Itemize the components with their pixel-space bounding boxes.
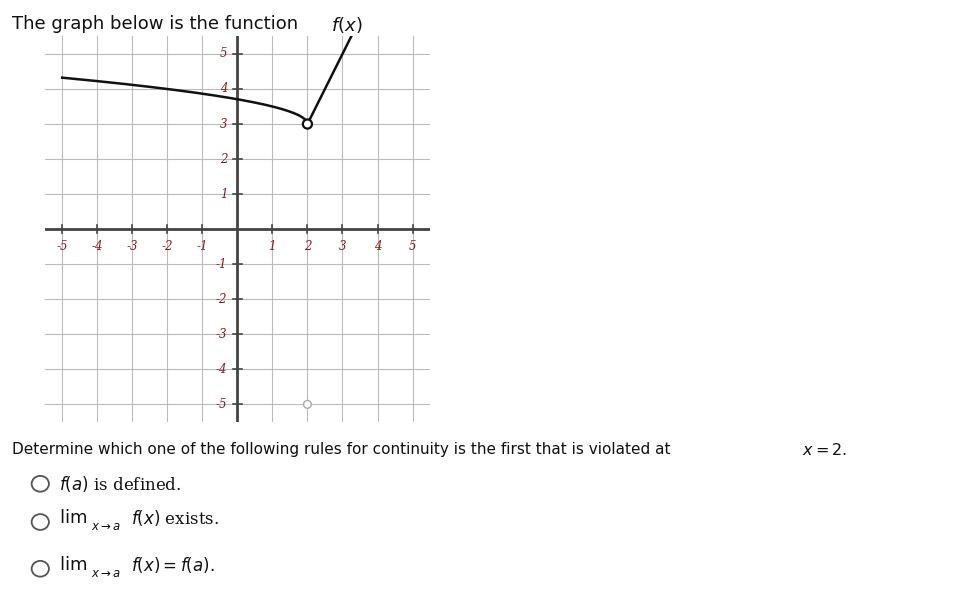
Text: $f(x)$: $f(x)$ bbox=[331, 15, 363, 35]
Text: $\lim$: $\lim$ bbox=[59, 555, 87, 574]
Circle shape bbox=[304, 401, 312, 409]
Text: -5: -5 bbox=[216, 398, 227, 411]
Text: $\lim$: $\lim$ bbox=[59, 509, 87, 527]
Text: -4: -4 bbox=[216, 363, 227, 376]
Text: 2: 2 bbox=[220, 152, 227, 166]
Text: -2: -2 bbox=[216, 293, 227, 306]
Text: 5: 5 bbox=[409, 240, 416, 253]
Text: 4: 4 bbox=[220, 83, 227, 95]
Text: $f(x) = f(a).$: $f(x) = f(a).$ bbox=[131, 555, 215, 574]
Text: Determine which one of the following rules for continuity is the first that is v: Determine which one of the following rul… bbox=[12, 442, 675, 457]
Text: -2: -2 bbox=[161, 240, 173, 253]
Circle shape bbox=[303, 120, 312, 129]
Text: $f(a)$ is defined.: $f(a)$ is defined. bbox=[59, 474, 182, 493]
Text: 3: 3 bbox=[220, 118, 227, 131]
Text: The graph below is the function: The graph below is the function bbox=[12, 15, 303, 33]
Text: $x = 2.$: $x = 2.$ bbox=[802, 442, 847, 459]
Text: 4: 4 bbox=[374, 240, 382, 253]
Text: $x \to a$: $x \to a$ bbox=[91, 520, 121, 534]
Text: -1: -1 bbox=[216, 258, 227, 271]
Text: 1: 1 bbox=[220, 188, 227, 200]
Text: -1: -1 bbox=[197, 240, 208, 253]
Text: $f(x)$ exists.: $f(x)$ exists. bbox=[131, 508, 220, 527]
Text: -3: -3 bbox=[216, 328, 227, 341]
Text: $x \to a$: $x \to a$ bbox=[91, 567, 121, 580]
Text: 5: 5 bbox=[220, 47, 227, 61]
Text: 3: 3 bbox=[339, 240, 346, 253]
Text: -4: -4 bbox=[91, 240, 103, 253]
Text: -3: -3 bbox=[127, 240, 138, 253]
Text: 2: 2 bbox=[304, 240, 311, 253]
Text: 1: 1 bbox=[269, 240, 276, 253]
Text: -5: -5 bbox=[57, 240, 68, 253]
